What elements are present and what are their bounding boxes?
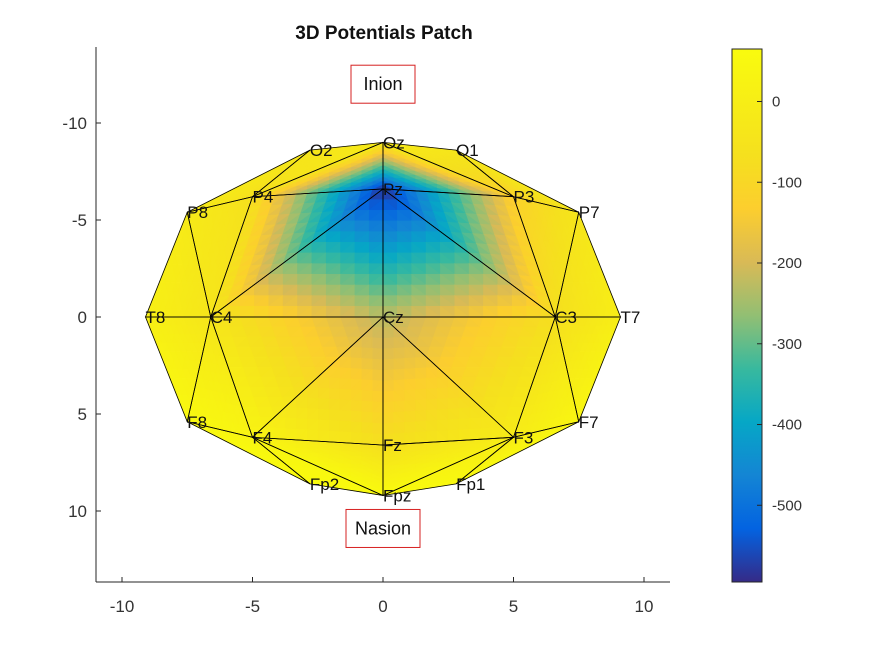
electrode-label: O2 <box>310 141 333 160</box>
electrode-label: Cz <box>383 308 404 327</box>
electrode-label: F3 <box>514 428 534 447</box>
electrode-label: Fp1 <box>456 475 485 494</box>
electrode-label: Fp2 <box>310 475 339 494</box>
x-tick-label: -10 <box>110 597 135 616</box>
mesh-triangle <box>554 315 621 423</box>
landmark-label: Nasion <box>355 518 411 538</box>
electrode-label: P8 <box>187 203 208 222</box>
electrode-label: F4 <box>253 428 273 447</box>
colorbar-tick-label: -400 <box>772 417 802 434</box>
chart-title: 3D Potentials Patch <box>295 23 472 44</box>
electrode-label: T8 <box>145 308 165 327</box>
electrode-label: T7 <box>621 308 641 327</box>
landmark-label: Inion <box>363 74 402 94</box>
mesh-triangle <box>210 188 384 318</box>
y-ticks: -10 -5 0 5 10 <box>62 114 101 521</box>
mesh-triangle <box>252 142 384 197</box>
electrode-label: F8 <box>187 413 207 432</box>
colorbar-tick-label: -300 <box>772 336 802 353</box>
mesh-triangle <box>554 211 621 319</box>
landmark-inion: Inion <box>350 64 416 104</box>
mesh-triangle <box>186 196 253 319</box>
y-tick-label: -10 <box>62 114 87 133</box>
x-ticks: -10 -5 0 5 10 <box>110 577 654 616</box>
electrode-label: P3 <box>514 188 535 207</box>
electrode-label: C4 <box>211 308 233 327</box>
electrode-label: P4 <box>253 188 274 207</box>
electrode-label: Pz <box>383 180 403 199</box>
mesh-triangle <box>382 188 557 318</box>
electrode-labels: Oz O1 O2 Pz P3 P4 P7 P8 Cz C3 C4 T7 T8 Fz F3 F4 F7 F8 Fpz F… <box>145 133 640 505</box>
electrode-label: Fz <box>383 436 402 455</box>
mesh-triangle <box>252 141 384 198</box>
landmark-nasion: Nasion <box>345 508 421 548</box>
electrode-label: F7 <box>579 413 599 432</box>
electrode-label: Oz <box>383 133 405 152</box>
colorbar: 0 -100 -200 -300 -400 -500 <box>731 48 802 583</box>
electrode-label: Fpz <box>383 486 411 505</box>
electrode-label: P7 <box>579 203 600 222</box>
mesh-triangle <box>382 141 514 198</box>
colorbar-gradient <box>731 48 763 583</box>
x-tick-label: 10 <box>635 597 654 616</box>
potential-surface <box>145 141 621 496</box>
y-tick-label: -5 <box>72 211 87 230</box>
electrode-label: C3 <box>555 308 577 327</box>
mesh-triangle <box>382 188 556 318</box>
colorbar-tick-label: 0 <box>772 93 780 110</box>
colorbar-tick-label: -500 <box>772 497 802 514</box>
y-tick-label: 10 <box>68 502 87 521</box>
y-tick-label: 0 <box>78 308 87 327</box>
colorbar-tick-label: -100 <box>772 174 802 191</box>
x-tick-label: 5 <box>509 597 518 616</box>
y-tick-label: 5 <box>78 405 87 424</box>
colorbar-tick-label: -200 <box>772 255 802 272</box>
x-tick-label: 0 <box>378 597 387 616</box>
x-tick-label: -5 <box>245 597 260 616</box>
electrode-label: O1 <box>456 141 479 160</box>
mesh-triangle <box>145 211 212 319</box>
